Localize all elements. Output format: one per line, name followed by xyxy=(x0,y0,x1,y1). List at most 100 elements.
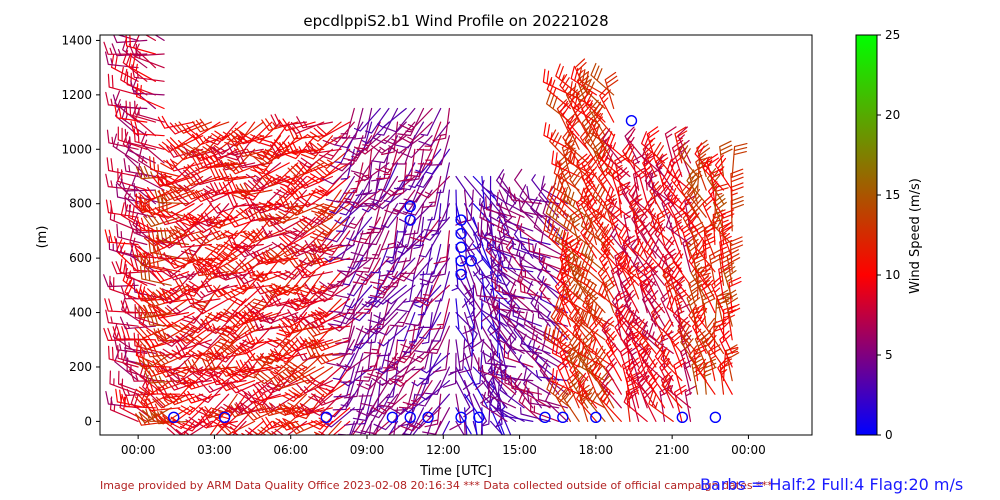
wind-barb xyxy=(577,345,597,382)
wind-barb xyxy=(149,156,181,178)
wind-barb xyxy=(588,119,615,150)
wind-barb xyxy=(665,214,692,246)
wind-barb xyxy=(473,352,483,386)
wind-barb xyxy=(652,238,674,273)
wind-barb xyxy=(232,352,264,378)
wind-barb xyxy=(152,325,190,342)
wind-barb xyxy=(374,312,407,336)
wind-barb xyxy=(542,68,571,96)
wind-barb xyxy=(183,162,221,177)
wind-barb xyxy=(352,216,381,244)
x-tick-label: 00:00 xyxy=(731,443,766,457)
wind-barb xyxy=(433,230,450,265)
wind-barb xyxy=(346,216,373,241)
wind-barb xyxy=(238,121,273,144)
wind-barb xyxy=(304,323,342,338)
wind-barb xyxy=(226,162,264,175)
wind-barb xyxy=(443,352,457,388)
wind-barb xyxy=(627,128,648,164)
wind-barb xyxy=(356,257,390,281)
wind-barb xyxy=(509,293,542,314)
calm-circle xyxy=(590,411,602,424)
wind-barb xyxy=(296,116,333,129)
wind-barb xyxy=(140,131,165,164)
wind-barb xyxy=(103,274,139,288)
wind-barb xyxy=(143,203,181,216)
wind-barb xyxy=(489,289,517,314)
x-tick-label: 03:00 xyxy=(197,443,232,457)
wind-barb xyxy=(135,352,172,371)
wind-barb xyxy=(293,271,325,297)
wind-barb xyxy=(624,143,648,178)
wind-barb xyxy=(381,203,407,229)
wind-barb xyxy=(512,241,542,259)
wind-barb xyxy=(399,107,433,131)
wind-barb xyxy=(680,331,699,368)
wind-barb xyxy=(218,168,256,182)
wind-barb xyxy=(661,373,683,409)
wind-barb xyxy=(557,330,571,368)
wind-barb xyxy=(420,107,442,136)
wind-barb xyxy=(583,180,597,218)
calm-circle xyxy=(218,411,231,424)
wind-barb xyxy=(393,407,399,435)
wind-barb xyxy=(721,221,734,259)
calm-circle xyxy=(386,411,399,424)
wind-barb xyxy=(343,366,364,399)
wind-barb xyxy=(672,275,685,314)
wind-barb xyxy=(725,344,740,382)
wind-barb xyxy=(653,142,674,178)
wind-barb xyxy=(362,162,381,196)
wind-barb xyxy=(235,257,273,272)
wind-barb xyxy=(696,139,711,178)
wind-barb xyxy=(174,147,212,161)
wind-barb xyxy=(423,393,450,418)
wind-barb xyxy=(600,387,622,422)
calm-circle xyxy=(676,411,689,424)
wind-barb xyxy=(421,352,433,385)
wind-barb xyxy=(580,309,606,341)
wind-barb xyxy=(487,382,517,409)
wind-barb xyxy=(117,126,148,150)
wind-barb xyxy=(508,186,542,205)
wind-barb xyxy=(113,35,148,44)
wind-barb xyxy=(261,294,299,308)
wind-barb xyxy=(432,339,450,373)
wind-barb xyxy=(157,365,195,378)
wind-barb xyxy=(481,179,508,205)
wind-barb xyxy=(159,407,195,427)
wind-barb xyxy=(580,213,606,246)
wind-barb xyxy=(701,330,716,368)
wind-barb xyxy=(690,262,707,300)
wind-barb xyxy=(551,368,580,395)
wind-barb xyxy=(561,284,589,314)
wind-barb xyxy=(287,175,325,191)
wind-barb xyxy=(340,380,364,407)
wind-barb xyxy=(589,317,606,354)
wind-barb xyxy=(688,250,707,286)
wind-barb xyxy=(278,243,316,257)
wind-barb xyxy=(384,189,416,215)
wind-barb xyxy=(655,153,669,191)
wind-barb xyxy=(597,199,622,232)
wind-barb xyxy=(209,420,221,435)
wind-barb xyxy=(306,121,342,142)
wind-barb xyxy=(521,336,551,354)
wind-barb xyxy=(279,141,316,155)
wind-barb xyxy=(125,35,156,55)
wind-barb xyxy=(641,348,666,382)
wind-barb xyxy=(646,358,666,395)
wind-barb xyxy=(235,182,273,197)
wind-barb xyxy=(279,195,316,209)
x-tick-label: 09:00 xyxy=(350,443,385,457)
wind-barb xyxy=(702,194,716,232)
wind-barb xyxy=(601,373,622,409)
calm-circle xyxy=(455,241,467,253)
wind-barb xyxy=(553,174,580,205)
wind-barb xyxy=(584,357,598,395)
wind-barb xyxy=(402,271,416,303)
wind-barb xyxy=(639,331,657,368)
wind-barb xyxy=(417,135,442,165)
wind-barb xyxy=(654,332,674,368)
wind-barb xyxy=(356,393,390,417)
